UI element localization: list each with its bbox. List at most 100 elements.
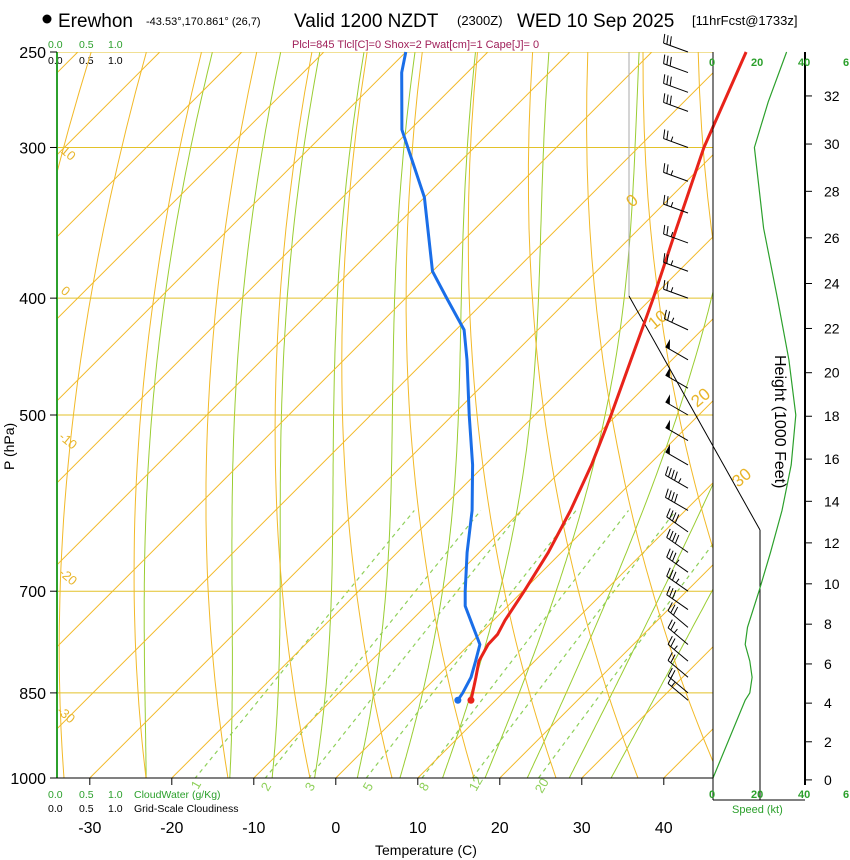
dry-adiabat-line bbox=[467, 52, 557, 778]
height-tick-label: 26 bbox=[824, 230, 840, 246]
isotherm-label: 0 bbox=[58, 283, 73, 299]
dry-adiabat-line bbox=[58, 52, 147, 778]
cloudiness-bottom-tick: 0.5 bbox=[79, 803, 94, 815]
wind-barb-shaft bbox=[663, 203, 689, 214]
wind-barb-flag bbox=[666, 94, 669, 104]
cloudwater-top-tick: 0.5 bbox=[79, 39, 94, 51]
x-axis-label: Temperature (C) bbox=[375, 842, 477, 858]
cloudiness-top-tick: 0.5 bbox=[79, 55, 94, 67]
wind-barb-flag bbox=[666, 226, 669, 236]
temperature-tick-label: 10 bbox=[409, 820, 427, 837]
mixing-ratio-label: 12 bbox=[466, 773, 486, 793]
height-tick-label: 16 bbox=[824, 451, 840, 467]
wind-barb-flag bbox=[669, 36, 672, 46]
wind-barb-flag bbox=[667, 619, 673, 629]
cloudiness-label: Grid-Scale Cloudiness bbox=[134, 803, 238, 815]
isotherm-label: -10 bbox=[56, 429, 80, 453]
wind-barb bbox=[666, 508, 689, 533]
wind-barb-half-flag bbox=[670, 136, 674, 142]
pressure-tick-label: 700 bbox=[19, 584, 46, 601]
sounding-params: Plcl=845 Tlcl[C]=0 Shox=2 Pwat[cm]=1 Cap… bbox=[292, 39, 539, 51]
speed-tick-bottom: 20 bbox=[751, 789, 763, 801]
wind-barb-shaft bbox=[666, 575, 689, 592]
wind-barb-flag bbox=[669, 56, 672, 67]
wind-barb-shaft bbox=[666, 516, 689, 533]
wind-barb-flag bbox=[667, 602, 673, 611]
wind-barb-half-flag bbox=[673, 645, 678, 650]
wind-barb-shaft bbox=[667, 675, 689, 694]
dry-adiabats bbox=[57, 52, 713, 778]
mixing-ratio-line bbox=[308, 510, 523, 778]
isotherm-label: 30 bbox=[728, 464, 755, 491]
wind-barb-flag bbox=[666, 585, 671, 595]
wind-barb-shaft bbox=[663, 42, 689, 53]
isotherm-line bbox=[417, 482, 713, 778]
height-axis-label: Height (1000 Feet) bbox=[771, 355, 788, 488]
height-tick-label: 10 bbox=[824, 576, 840, 592]
wind-barb bbox=[663, 54, 689, 74]
wind-barb-shaft bbox=[667, 660, 689, 678]
wind-barb-shaft bbox=[663, 171, 689, 182]
speed-tick-top: 40 bbox=[798, 57, 810, 69]
wind-barb-flag bbox=[667, 311, 671, 321]
wind-speed-profile bbox=[712, 51, 797, 779]
wind-barb-flag bbox=[663, 93, 666, 103]
wind-barb-flag bbox=[671, 512, 677, 522]
cloudwater-top-tick: 1.0 bbox=[108, 39, 123, 51]
mixing-ratio-line bbox=[471, 510, 677, 778]
wind-barb-shaft bbox=[667, 610, 689, 628]
utc-time: (2300Z) bbox=[457, 13, 503, 28]
wind-barb-flag bbox=[667, 652, 673, 661]
wind-barb bbox=[667, 636, 689, 662]
moist-adiabat-line bbox=[484, 52, 640, 778]
pressure-ticks: 250 300 400 500 700 850 1000 bbox=[10, 45, 57, 788]
wind-barb-flag bbox=[663, 224, 666, 235]
wind-barb-half-flag bbox=[670, 170, 674, 176]
temperature-tick-label: -20 bbox=[160, 820, 183, 837]
wind-barb bbox=[665, 444, 689, 466]
wind-barb bbox=[663, 74, 689, 93]
wind-barb-shaft bbox=[665, 474, 689, 489]
temperature-tick-label: 30 bbox=[573, 820, 591, 837]
wind-barb-half-flag bbox=[675, 578, 680, 584]
speed-tick-top: 6 bbox=[843, 57, 849, 69]
mixing-ratio-line bbox=[194, 510, 415, 778]
cloudiness-top-tick: 1.0 bbox=[108, 55, 123, 67]
wind-barb-flag bbox=[663, 74, 666, 84]
wind-barb-half-flag bbox=[670, 231, 674, 237]
speed-tick-top: 20 bbox=[751, 57, 763, 69]
wind-barb-shaft bbox=[666, 556, 689, 573]
wind-barb-flag bbox=[666, 281, 669, 291]
wind-barb-half-flag bbox=[671, 682, 676, 687]
wind-barb-flag bbox=[669, 550, 674, 560]
valid-date: WED 10 Sep 2025 bbox=[517, 11, 674, 32]
cloudwater-bottom-tick: 1.0 bbox=[108, 789, 123, 801]
wind-barb-flag bbox=[666, 254, 669, 264]
wind-barb-shaft bbox=[666, 594, 689, 610]
speed-tick-bottom: 6 bbox=[843, 789, 849, 801]
dry-adiabat-line bbox=[274, 52, 313, 778]
wind-barb-half-flag bbox=[675, 559, 680, 565]
wind-barb bbox=[663, 33, 689, 53]
wind-barb-flag bbox=[673, 606, 679, 616]
temperature-surface-marker bbox=[467, 696, 475, 704]
moist-adiabat-line bbox=[143, 52, 213, 778]
pressure-tick-label: 1000 bbox=[10, 771, 46, 788]
speed-label: Speed (kt) bbox=[732, 804, 783, 816]
dry-adiabat-line bbox=[586, 52, 713, 763]
wind-barb-flag bbox=[667, 667, 673, 677]
wind-barb-shaft bbox=[667, 627, 689, 645]
wind-barb-half-flag bbox=[671, 317, 675, 323]
wind-barb bbox=[666, 528, 689, 553]
wind-barb-flag bbox=[665, 466, 669, 476]
height-tick-label: 28 bbox=[824, 183, 840, 199]
isotherm-label: 0 bbox=[622, 190, 641, 211]
speed-scale: 0 20 40 6 0 20 40 6 Speed (kt) bbox=[709, 57, 849, 816]
wind-barb-flag bbox=[669, 587, 674, 597]
temperature-ticks: -30 -20 -10 0 10 20 30 40 bbox=[78, 778, 673, 837]
forecast-info: [11hrFcst@1733z] bbox=[692, 13, 797, 28]
isotherm-line bbox=[57, 52, 243, 238]
wind-barb-flag bbox=[663, 163, 666, 173]
wind-barb-flag bbox=[667, 675, 673, 684]
moist-adiabat-line bbox=[399, 52, 477, 778]
